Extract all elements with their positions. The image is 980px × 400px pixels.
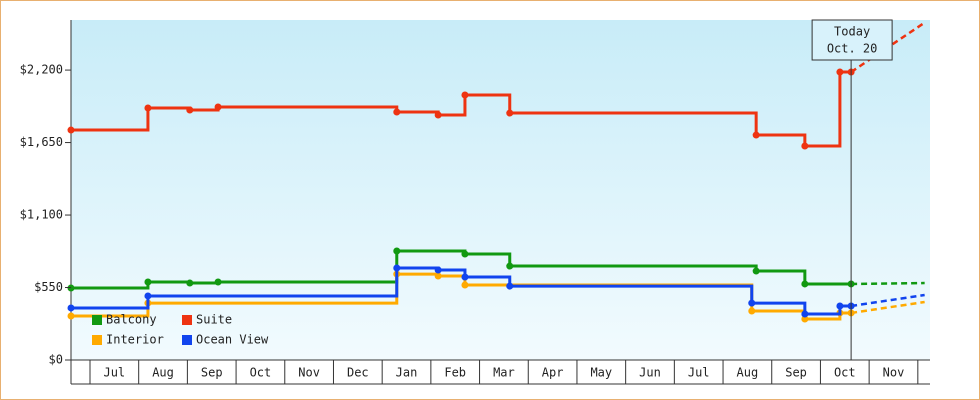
data-point bbox=[836, 68, 844, 76]
series-line bbox=[71, 266, 852, 316]
today-label: Today bbox=[834, 25, 870, 39]
data-point bbox=[214, 103, 222, 111]
data-point bbox=[801, 315, 809, 323]
x-tick-label: Nov bbox=[298, 366, 320, 380]
data-point bbox=[67, 126, 75, 134]
legend-label: Interior bbox=[106, 333, 164, 347]
x-tick-label: Jul bbox=[688, 366, 710, 380]
data-point bbox=[67, 312, 75, 320]
legend-label: Balcony bbox=[106, 313, 157, 327]
x-tick-label: May bbox=[590, 366, 612, 380]
y-tick-label: $1,100 bbox=[20, 208, 63, 222]
data-point bbox=[186, 106, 194, 114]
series-line bbox=[71, 272, 852, 321]
data-point bbox=[186, 279, 194, 287]
data-point bbox=[461, 91, 469, 99]
x-tick-label: Jun bbox=[639, 366, 661, 380]
data-point bbox=[752, 267, 760, 275]
data-point bbox=[801, 280, 809, 288]
x-tick-label: Mar bbox=[493, 366, 515, 380]
data-point bbox=[461, 273, 469, 281]
forecast-line bbox=[850, 293, 925, 308]
x-tick-label: Aug bbox=[152, 366, 174, 380]
today-box bbox=[811, 19, 893, 61]
x-tick-label: Nov bbox=[883, 366, 905, 380]
data-point bbox=[434, 111, 442, 119]
data-point bbox=[144, 278, 152, 286]
y-tick-label: $1,650 bbox=[20, 135, 63, 149]
data-point bbox=[836, 302, 844, 310]
x-tick-label: Oct bbox=[250, 366, 272, 380]
legend-label: Ocean View bbox=[196, 333, 269, 347]
y-tick-label: $2,200 bbox=[20, 63, 63, 77]
data-point bbox=[461, 281, 469, 289]
data-point bbox=[801, 142, 809, 150]
legend-swatch bbox=[92, 315, 102, 325]
legend-swatch bbox=[92, 335, 102, 345]
data-point bbox=[393, 264, 401, 272]
data-point bbox=[801, 310, 809, 318]
forecast-line bbox=[850, 300, 925, 315]
legend-label: Suite bbox=[196, 313, 232, 327]
x-tick-label: Sep bbox=[785, 366, 807, 380]
x-tick-label: Aug bbox=[737, 366, 759, 380]
data-point bbox=[434, 272, 442, 280]
data-point bbox=[144, 104, 152, 112]
month-band: Jul Aug Sep Oct Nov Dec Jan Feb Mar Apr May Jun Jul A… bbox=[89, 360, 919, 384]
plot-area bbox=[71, 20, 930, 360]
data-point bbox=[67, 304, 75, 312]
y-tick-label: $0 bbox=[49, 353, 63, 367]
series-line bbox=[71, 249, 852, 290]
legend: Balcony Suite Interior Ocean View bbox=[92, 313, 269, 347]
data-point bbox=[748, 307, 756, 315]
data-point bbox=[748, 299, 756, 307]
x-tick-label: Jan bbox=[396, 366, 418, 380]
y-tick-label: $550 bbox=[34, 280, 63, 294]
data-point bbox=[393, 108, 401, 116]
data-point bbox=[461, 250, 469, 258]
today-date: Oct. 20 bbox=[827, 42, 878, 56]
forecast-line bbox=[851, 281, 925, 286]
data-point bbox=[67, 284, 75, 292]
legend-swatch bbox=[182, 315, 192, 325]
x-tick-label: Jul bbox=[103, 366, 125, 380]
x-tick-label: Oct bbox=[834, 366, 856, 380]
today-marker: Today Oct. 20 bbox=[811, 19, 893, 360]
data-point bbox=[393, 247, 401, 255]
data-point bbox=[214, 278, 222, 286]
legend-swatch bbox=[182, 335, 192, 345]
data-point bbox=[506, 109, 514, 117]
x-tick-label: Sep bbox=[201, 366, 223, 380]
series-layer bbox=[67, 21, 926, 323]
x-tick-label: Dec bbox=[347, 366, 369, 380]
data-point bbox=[144, 292, 152, 300]
data-point bbox=[434, 266, 442, 274]
data-point bbox=[506, 282, 514, 290]
data-point bbox=[752, 131, 760, 139]
data-point bbox=[506, 262, 514, 270]
x-tick-label: Apr bbox=[542, 366, 564, 380]
x-tick-label: Feb bbox=[444, 366, 466, 380]
